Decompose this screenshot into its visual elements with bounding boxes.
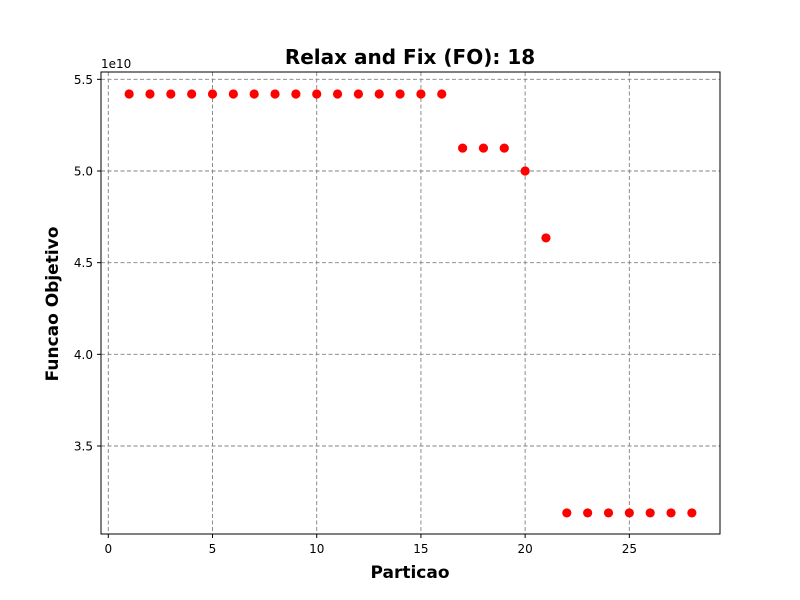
y-tick-label: 4.5: [74, 256, 93, 270]
data-point: [166, 89, 176, 99]
y-axis-label: Funcao Objetivo: [43, 227, 63, 382]
y-axis-offset-label: 1e10: [101, 57, 131, 71]
data-point: [207, 89, 218, 99]
data-point: [562, 508, 572, 518]
data-point: [687, 508, 697, 518]
chart-title: Relax and Fix (FO): 18: [285, 45, 535, 69]
y-tick-label: 4.0: [74, 348, 93, 362]
grid: [101, 72, 720, 534]
data-point: [249, 89, 259, 99]
data-point: [624, 508, 634, 518]
data-point: [332, 89, 343, 99]
data-point: [458, 143, 468, 153]
data-point: [187, 89, 197, 99]
x-tick-label: 20: [517, 542, 532, 556]
data-point: [395, 89, 405, 99]
data-point: [291, 89, 301, 99]
data-point: [353, 89, 363, 99]
data-point: [645, 508, 655, 518]
data-point: [603, 508, 614, 518]
y-tick-label: 5.5: [74, 73, 93, 87]
x-tick-label: 25: [622, 542, 637, 556]
axis-ticks: 0 5 10 15 20 25 3.5 4.0 4.5 5.0 5.5: [74, 73, 637, 556]
data-point: [478, 143, 489, 153]
plot-area-frame: [100, 71, 721, 535]
data-point: [583, 508, 593, 518]
data-point: [541, 233, 551, 243]
x-tick-label: 15: [413, 542, 428, 556]
data-point: [437, 89, 447, 99]
y-tick-label: 5.0: [74, 165, 93, 179]
y-tick-label: 3.5: [74, 440, 93, 454]
data-point: [416, 89, 426, 99]
data-point: [124, 89, 134, 99]
data-point: [228, 89, 238, 99]
x-axis-label: Particao: [370, 563, 449, 583]
x-tick-label: 0: [104, 542, 112, 556]
data-point: [312, 89, 322, 99]
data-point: [374, 89, 384, 99]
data-points: [124, 89, 697, 518]
data-point: [499, 143, 509, 153]
data-point: [520, 166, 530, 176]
data-point: [270, 89, 280, 99]
x-tick-label: 10: [309, 542, 324, 556]
data-point: [666, 508, 676, 518]
x-tick-label: 5: [209, 542, 217, 556]
data-point: [145, 89, 155, 99]
